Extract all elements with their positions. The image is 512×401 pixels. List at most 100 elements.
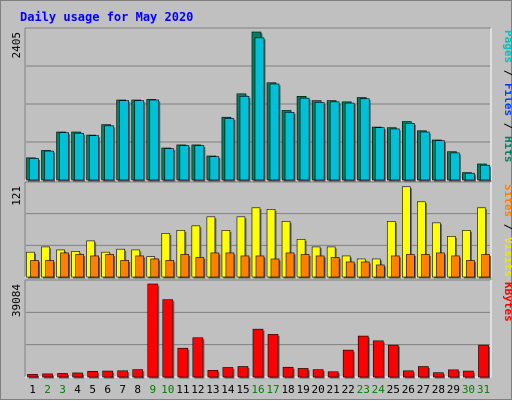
bar-kbytes xyxy=(463,370,474,378)
bar-kbytes xyxy=(57,373,68,378)
bar-sites xyxy=(225,252,235,278)
bar-kbytes xyxy=(297,368,309,378)
panel-side-label: Pages / Files / Hits xyxy=(502,30,512,163)
bar-sites xyxy=(481,254,490,278)
bar-kbytes xyxy=(327,371,339,378)
bar-files xyxy=(89,135,99,181)
side-label-part: / xyxy=(502,116,512,136)
bar-kbytes xyxy=(207,370,219,378)
bar-sites xyxy=(210,252,220,278)
day-label: 2 xyxy=(44,383,51,396)
bar-sites xyxy=(421,254,430,278)
day-label: 29 xyxy=(447,383,460,396)
side-label-part: Pages xyxy=(502,30,512,63)
bar-files xyxy=(59,132,69,181)
bar-files xyxy=(269,83,280,181)
day-label: 28 xyxy=(432,383,445,396)
day-label: 24 xyxy=(372,383,386,396)
bar-files xyxy=(374,127,385,181)
bar-sites xyxy=(270,258,280,278)
day-label: 6 xyxy=(104,383,111,396)
day-label: 25 xyxy=(387,383,400,396)
bar-sites xyxy=(315,255,325,278)
bar-kbytes xyxy=(117,370,128,378)
bar-files xyxy=(134,100,145,181)
bar-kbytes xyxy=(403,370,414,378)
bar-files xyxy=(450,152,460,181)
bar-sites xyxy=(330,257,340,278)
bar-kbytes xyxy=(282,366,294,378)
bar-kbytes xyxy=(357,335,369,378)
bar-sites xyxy=(90,255,99,278)
bar-kbytes xyxy=(448,369,459,378)
chart-title: Daily usage for May 2020 xyxy=(20,10,193,24)
side-label-part: Sites xyxy=(502,184,512,217)
bar-kbytes xyxy=(478,344,489,378)
day-label: 20 xyxy=(312,383,325,396)
day-label: 8 xyxy=(134,383,141,396)
bar-files xyxy=(465,172,475,181)
bar-kbytes xyxy=(418,366,429,378)
bar-sites xyxy=(150,258,160,278)
bar-files xyxy=(314,102,325,181)
day-label: 16 xyxy=(251,383,264,396)
bar-files xyxy=(435,140,445,181)
bar-sites xyxy=(360,261,370,278)
bar-files xyxy=(239,96,250,181)
panel-sites-visits xyxy=(24,181,492,279)
bar-kbytes xyxy=(147,283,159,378)
day-label: 11 xyxy=(176,383,189,396)
bar-sites xyxy=(345,261,355,278)
day-label: 18 xyxy=(281,383,294,396)
bar-files xyxy=(480,164,490,181)
day-label: 23 xyxy=(357,383,370,396)
day-label: 5 xyxy=(89,383,96,396)
bar-kbytes xyxy=(387,344,399,378)
side-label-part: / xyxy=(502,217,512,237)
panel-side-label: Sites / Visits xyxy=(502,184,512,277)
day-label: 3 xyxy=(59,383,66,396)
bar-files xyxy=(104,125,114,181)
panel-pages-files-hits xyxy=(24,27,492,182)
day-label: 7 xyxy=(119,383,126,396)
bar-kbytes xyxy=(162,299,174,378)
bar-kbytes xyxy=(222,367,234,378)
bar-files xyxy=(224,118,235,181)
bar-sites xyxy=(60,252,69,278)
bar-sites xyxy=(255,255,265,278)
bar-files xyxy=(254,37,265,181)
bar-kbytes xyxy=(342,349,354,378)
bar-sites xyxy=(75,254,84,278)
bar-kbytes xyxy=(312,369,324,378)
side-label-part: KBytes xyxy=(502,282,512,322)
bar-kbytes xyxy=(72,372,83,378)
side-label-part: Visits xyxy=(502,237,512,277)
bar-files xyxy=(420,131,430,181)
bar-files xyxy=(329,101,340,181)
bar-kbytes xyxy=(87,370,98,378)
bar-sites xyxy=(45,260,54,278)
day-label: 12 xyxy=(191,383,204,396)
panel-side-label: KBytes xyxy=(502,282,512,322)
bar-kbytes xyxy=(372,340,384,378)
bar-kbytes xyxy=(252,328,264,378)
bar-sites xyxy=(390,255,400,278)
bar-files xyxy=(164,148,175,181)
day-label: 9 xyxy=(149,383,156,396)
bar-sites xyxy=(300,254,310,278)
bar-files xyxy=(209,156,220,181)
day-label: 13 xyxy=(206,383,219,396)
bar-sites xyxy=(180,254,190,278)
day-label: 21 xyxy=(327,383,340,396)
bar-sites xyxy=(375,264,385,278)
bar-sites xyxy=(451,255,460,278)
bar-kbytes xyxy=(177,347,189,378)
day-label: 17 xyxy=(266,383,279,396)
bar-sites xyxy=(105,254,114,278)
bar-files xyxy=(179,145,190,181)
bar-sites xyxy=(436,252,445,278)
bar-files xyxy=(284,112,295,181)
bar-sites xyxy=(120,260,129,278)
